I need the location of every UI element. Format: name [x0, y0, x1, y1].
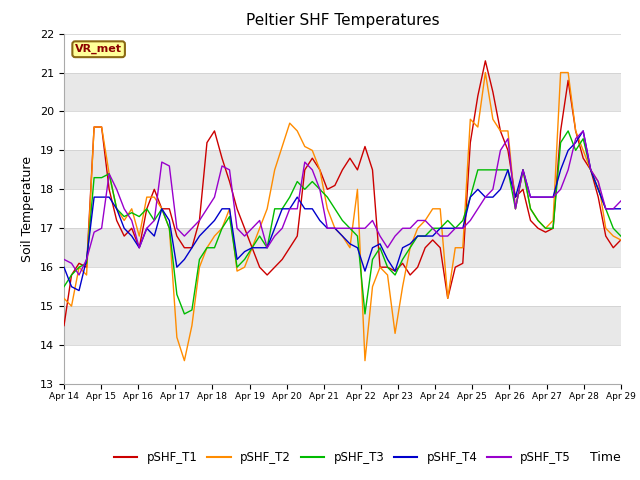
Bar: [64, 34, 621, 72]
Bar: [64, 189, 621, 228]
Bar: [64, 267, 621, 306]
Bar: [64, 228, 621, 267]
Bar: [64, 111, 621, 150]
Bar: [64, 150, 621, 189]
Title: Peltier SHF Temperatures: Peltier SHF Temperatures: [246, 13, 439, 28]
Legend: pSHF_T1, pSHF_T2, pSHF_T3, pSHF_T4, pSHF_T5: pSHF_T1, pSHF_T2, pSHF_T3, pSHF_T4, pSHF…: [109, 446, 576, 468]
Bar: [64, 345, 621, 384]
Text: VR_met: VR_met: [75, 44, 122, 54]
Bar: [64, 306, 621, 345]
Y-axis label: Soil Temperature: Soil Temperature: [22, 156, 35, 262]
Bar: [64, 72, 621, 111]
Text: Time: Time: [590, 451, 621, 464]
